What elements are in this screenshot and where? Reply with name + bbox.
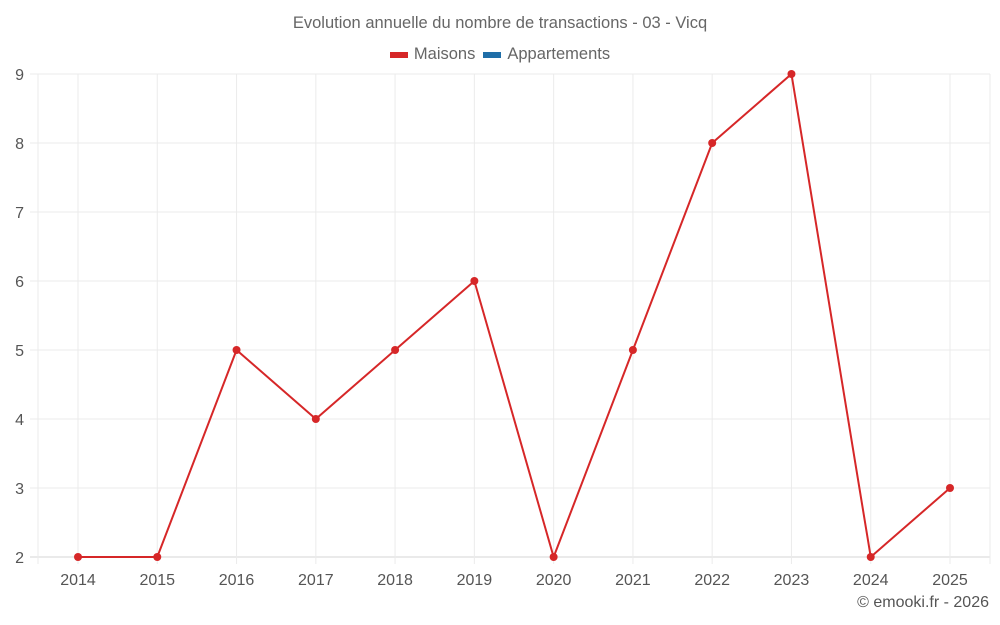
y-tick-label: 7 xyxy=(15,205,24,222)
data-point[interactable] xyxy=(232,346,241,354)
data-point[interactable] xyxy=(866,553,875,561)
x-tick-label: 2022 xyxy=(694,572,730,589)
x-tick-label: 2023 xyxy=(774,572,810,589)
data-point[interactable] xyxy=(470,277,479,285)
legend-swatch-maisons xyxy=(389,51,408,58)
series-line-maisons xyxy=(78,73,951,558)
y-tick-label: 3 xyxy=(15,481,24,498)
data-point[interactable] xyxy=(946,484,954,492)
x-tick-label: 2015 xyxy=(139,572,175,589)
legend-item-appartements[interactable]: Appartements xyxy=(483,45,610,64)
x-tick-label: 2021 xyxy=(615,572,651,589)
y-tick-label: 5 xyxy=(15,343,24,360)
legend-label: Appartements xyxy=(507,45,611,63)
legend-item-maisons[interactable]: Maisons xyxy=(389,45,476,64)
y-tick-label: 9 xyxy=(15,67,24,84)
y-tick-label: 2 xyxy=(15,550,24,567)
x-tick-label: 2025 xyxy=(932,572,968,589)
data-point[interactable] xyxy=(311,415,320,423)
x-tick-label: 2014 xyxy=(60,572,96,589)
y-tick-label: 6 xyxy=(15,274,24,291)
credit-text: © emooki.fr - 2026 xyxy=(857,594,989,611)
y-tick-label: 4 xyxy=(15,412,24,429)
x-tick-label: 2020 xyxy=(536,572,572,589)
data-point[interactable] xyxy=(549,553,558,561)
x-tick-label: 2017 xyxy=(298,572,334,589)
y-tick-label: 8 xyxy=(15,136,24,153)
chart-legend: Maisons Appartements xyxy=(0,45,1000,64)
chart-title: Evolution annuelle du nombre de transact… xyxy=(292,14,708,32)
legend-label: Maisons xyxy=(413,45,476,63)
data-point[interactable] xyxy=(787,70,796,78)
data-point[interactable] xyxy=(628,346,637,354)
x-tick-label: 2016 xyxy=(219,572,255,589)
data-point[interactable] xyxy=(74,553,82,561)
data-point[interactable] xyxy=(153,553,162,561)
x-tick-label: 2024 xyxy=(853,572,889,589)
data-point[interactable] xyxy=(708,139,717,147)
data-point[interactable] xyxy=(391,346,400,354)
x-tick-label: 2019 xyxy=(457,572,493,589)
legend-swatch-appartements xyxy=(483,51,502,58)
x-tick-label: 2018 xyxy=(377,572,413,589)
